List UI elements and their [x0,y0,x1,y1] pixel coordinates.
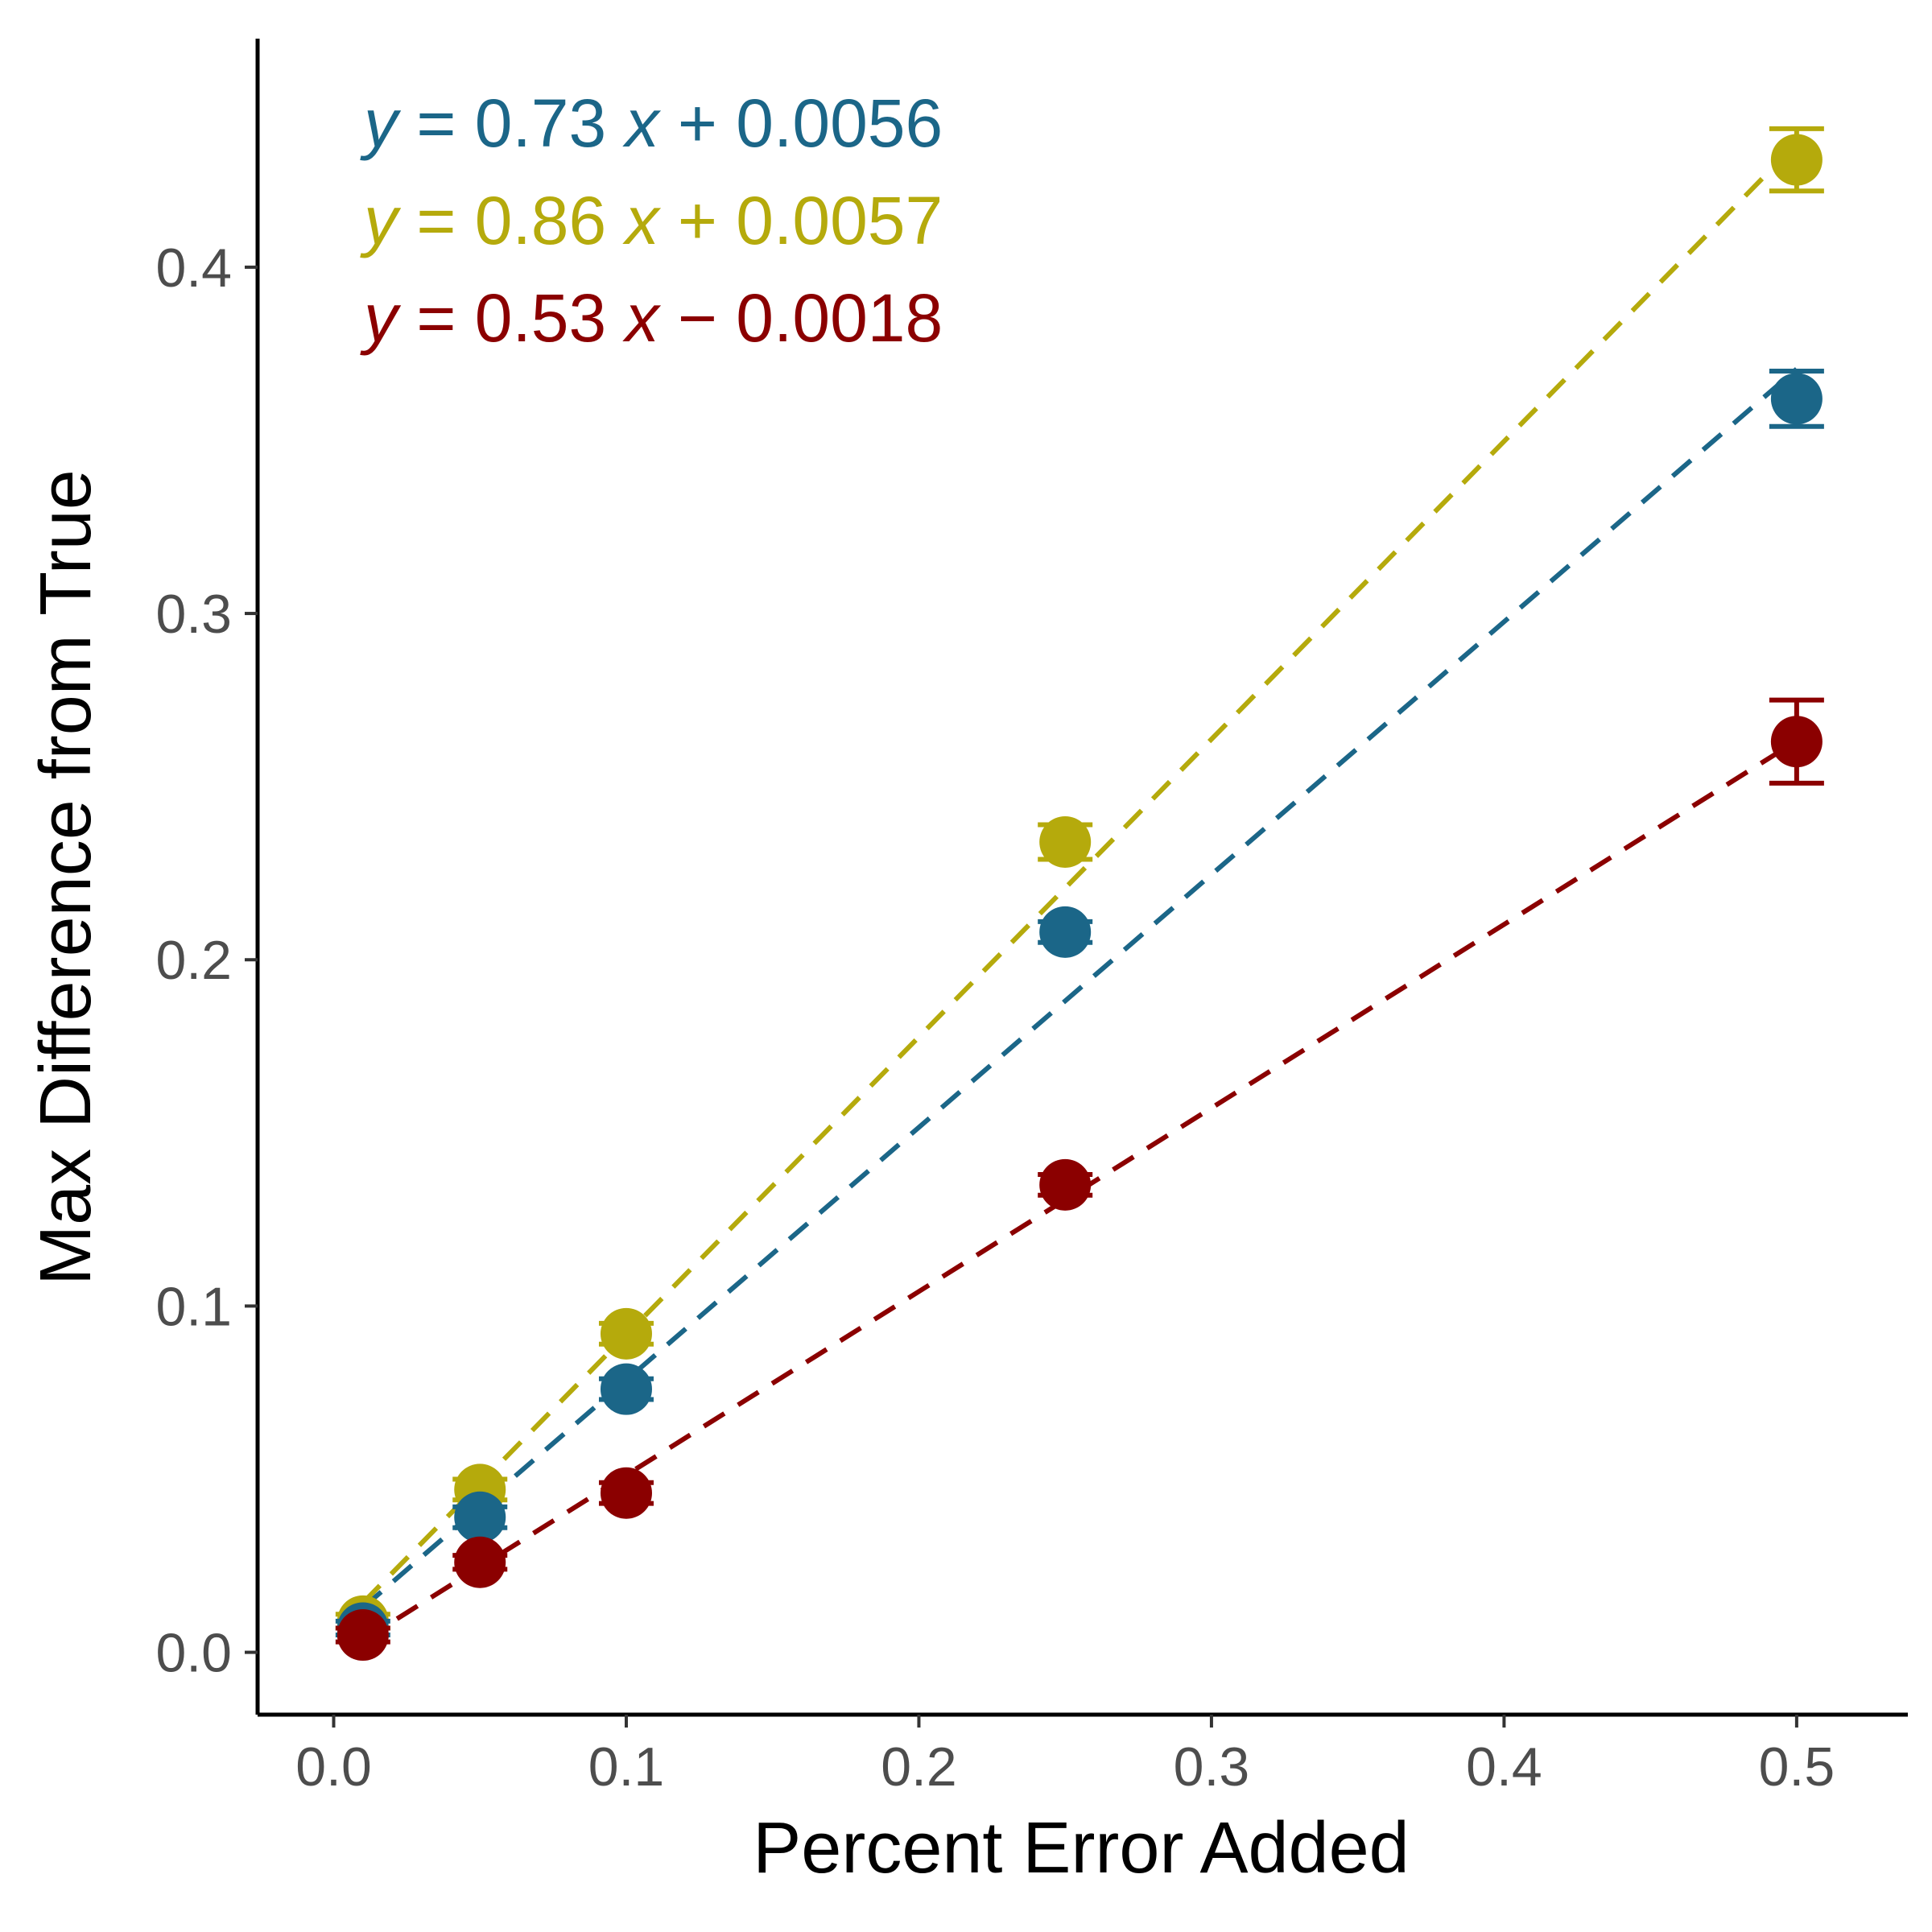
data-point [600,1467,652,1519]
y-tick-label: 0.4 [155,237,232,299]
equation-label: y = 0.86 x + 0.0057 [360,183,943,258]
equation-part: x [622,85,662,161]
data-point [1770,373,1823,425]
equation-part: = 0.86 [398,183,625,258]
fit-line-0 [361,367,1798,1610]
equation-part: = 0.73 [398,85,625,161]
y-axis-title: Max Difference from True [26,469,106,1286]
equation-label: y = 0.53 x − 0.0018 [360,280,943,356]
data-point [600,1307,652,1360]
equation-part: x [622,183,662,258]
equation-part: + 0.0057 [659,183,943,258]
data-point [600,1363,652,1415]
x-axis-title: Percent Error Added [753,1808,1409,1889]
equation-part: y [360,183,402,258]
plot-area [335,126,1824,1662]
x-tick-label: 0.5 [1759,1736,1835,1798]
data-point [1039,1158,1092,1211]
y-tick-label: 0.3 [155,584,232,645]
fit-line-1 [361,142,1799,1605]
x-tick-label: 0.2 [881,1736,957,1798]
y-tick-label: 0.1 [155,1276,232,1337]
x-tick-label: 0.4 [1466,1736,1542,1798]
equation-label: y = 0.73 x + 0.0056 [360,85,943,161]
equation-part: + 0.0056 [659,85,943,161]
x-tick-label: 0.0 [295,1736,372,1798]
equation-part: y [360,280,402,356]
data-point [454,1536,506,1588]
data-point [1039,906,1092,958]
x-tick-label: 0.1 [588,1736,665,1798]
equation-part: = 0.53 [398,280,625,356]
equation-part: y [360,85,402,161]
y-tick-label: 0.2 [155,930,232,991]
equation-part: x [622,280,662,356]
x-tick-label: 0.3 [1174,1736,1250,1798]
equation-part: − 0.0018 [659,280,943,356]
y-tick-label: 0.0 [155,1623,232,1684]
data-point [1039,815,1092,868]
data-point [454,1491,506,1543]
data-point [336,1609,389,1662]
axes: 0.0 0.1 0.2 0.3 0.4 0.5 0.0 0.1 0.2 0.3 0.4 [155,39,1908,1798]
data-point [1770,134,1823,186]
data-point [1770,716,1823,768]
